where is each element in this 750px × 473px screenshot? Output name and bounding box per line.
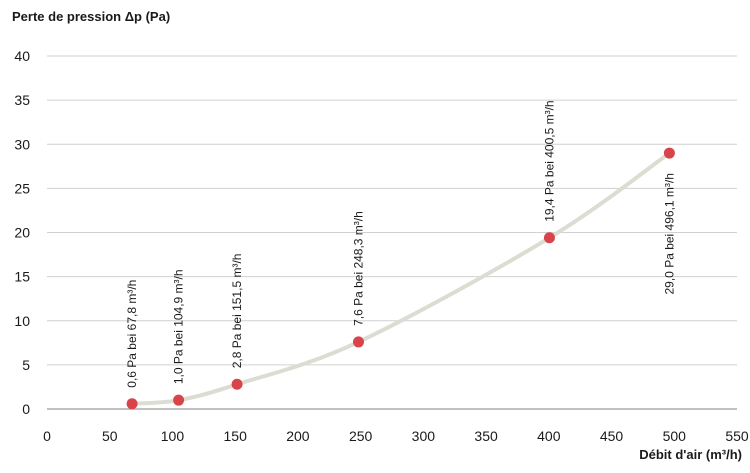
data-point xyxy=(543,232,555,244)
x-tick-label: 200 xyxy=(286,428,310,444)
x-tick-labels: 0 50 100 150 200 250 300 350 400 450 500 550 xyxy=(43,428,749,444)
y-tick-label: 20 xyxy=(14,225,30,241)
x-tick-label: 50 xyxy=(102,428,118,444)
data-point xyxy=(126,398,138,410)
data-label: 0,6 Pa bei 67,8 m³/h xyxy=(125,280,139,388)
x-tick-label: 300 xyxy=(412,428,436,444)
data-label: 1,0 Pa bei 104,9 m³/h xyxy=(172,269,186,384)
y-tick-label: 30 xyxy=(14,136,30,152)
data-point xyxy=(173,394,185,406)
x-tick-label: 350 xyxy=(474,428,498,444)
y-tick-label: 10 xyxy=(14,313,30,329)
data-point xyxy=(231,378,243,390)
x-tick-label: 400 xyxy=(537,428,561,444)
x-tick-label: 550 xyxy=(725,428,749,444)
data-label: 2,8 Pa bei 151,5 m³/h xyxy=(230,254,244,369)
y-tick-label: 0 xyxy=(22,401,30,417)
y-tick-label: 15 xyxy=(14,269,30,285)
fit-curve xyxy=(130,151,672,406)
y-tick-label: 35 xyxy=(14,92,30,108)
x-tick-label: 0 xyxy=(43,428,51,444)
x-tick-label: 150 xyxy=(224,428,248,444)
y-tick-label: 25 xyxy=(14,180,30,196)
y-tick-labels: 0 5 10 15 20 25 30 35 40 xyxy=(14,48,30,417)
y-tick-label: 40 xyxy=(14,48,30,64)
x-tick-label: 450 xyxy=(600,428,624,444)
y-tick-label: 5 xyxy=(22,357,30,373)
x-tick-label: 250 xyxy=(349,428,373,444)
y-axis-title: Perte de pression Δp (Pa) xyxy=(12,9,171,24)
x-tick-label: 100 xyxy=(161,428,185,444)
data-labels: 0,6 Pa bei 67,8 m³/h 1,0 Pa bei 104,9 m³/… xyxy=(125,100,676,387)
data-label: 7,6 Pa bei 248,3 m³/h xyxy=(352,211,366,326)
data-point xyxy=(663,147,675,159)
x-axis-title: Débit d'air (m³/h) xyxy=(639,447,742,462)
grid-lines xyxy=(47,55,737,366)
data-label: 29,0 Pa bei 496,1 m³/h xyxy=(662,173,676,294)
data-points xyxy=(126,147,675,410)
data-label: 19,4 Pa bei 400,5 m³/h xyxy=(542,100,556,221)
x-tick-label: 500 xyxy=(663,428,687,444)
data-point xyxy=(353,336,365,348)
